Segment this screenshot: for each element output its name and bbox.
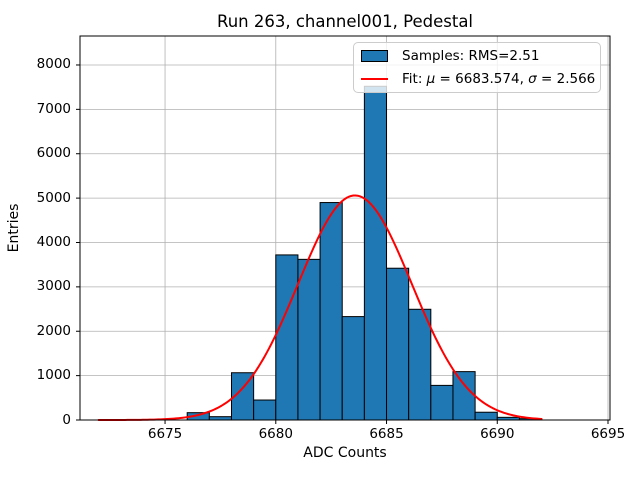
histogram-bar <box>319 202 343 421</box>
histogram-bar <box>408 308 432 421</box>
fit-line-icon <box>361 77 388 80</box>
legend-samples-label: Samples: RMS=2.51 <box>402 48 540 65</box>
histogram-bar <box>253 399 277 421</box>
legend-fit-label: Fit: μ = 6683.574, σ = 2.566 <box>402 70 596 87</box>
fit-curve <box>97 194 543 421</box>
legend-item-fit: Fit: μ = 6683.574, σ = 2.566 <box>354 69 600 89</box>
x-tick-label: 6685 <box>369 426 404 442</box>
y-tick-label: 2000 <box>36 322 71 339</box>
chart-title: Run 263, channel001, Pedestal <box>216 12 474 31</box>
y-tick-label: 5000 <box>36 189 71 206</box>
histogram-bar <box>430 384 454 421</box>
y-tick-label: 1000 <box>36 367 71 384</box>
mu-symbol: μ <box>426 70 436 87</box>
x-tick-label: 6675 <box>147 426 183 442</box>
axes-frame <box>79 35 611 421</box>
histogram-bar <box>297 258 321 421</box>
y-tick-label: 4000 <box>36 233 71 250</box>
y-tick-label: 8000 <box>36 56 71 73</box>
y-tick-label: 0 <box>62 411 71 428</box>
samples-swatch-icon <box>361 50 388 63</box>
legend-item-samples: Samples: RMS=2.51 <box>354 46 600 66</box>
histogram-bar <box>474 411 498 421</box>
histogram-bar <box>452 371 476 421</box>
y-tick-label: 6000 <box>36 145 71 162</box>
histogram-bar <box>363 85 388 421</box>
histogram-bar <box>341 316 365 421</box>
legend: Samples: RMS=2.51 Fit: μ = 6683.574, σ =… <box>353 42 601 93</box>
x-axis-label: ADC Counts <box>303 445 387 461</box>
sigma-symbol: σ <box>528 70 537 87</box>
x-tick-label: 6680 <box>258 426 293 442</box>
x-tick-label: 6690 <box>480 426 515 442</box>
y-tick-label: 7000 <box>36 100 71 117</box>
histogram-bar <box>386 267 410 421</box>
x-tick-label: 6695 <box>590 426 626 442</box>
histogram-bar <box>275 254 299 421</box>
y-tick-label: 3000 <box>36 278 71 295</box>
